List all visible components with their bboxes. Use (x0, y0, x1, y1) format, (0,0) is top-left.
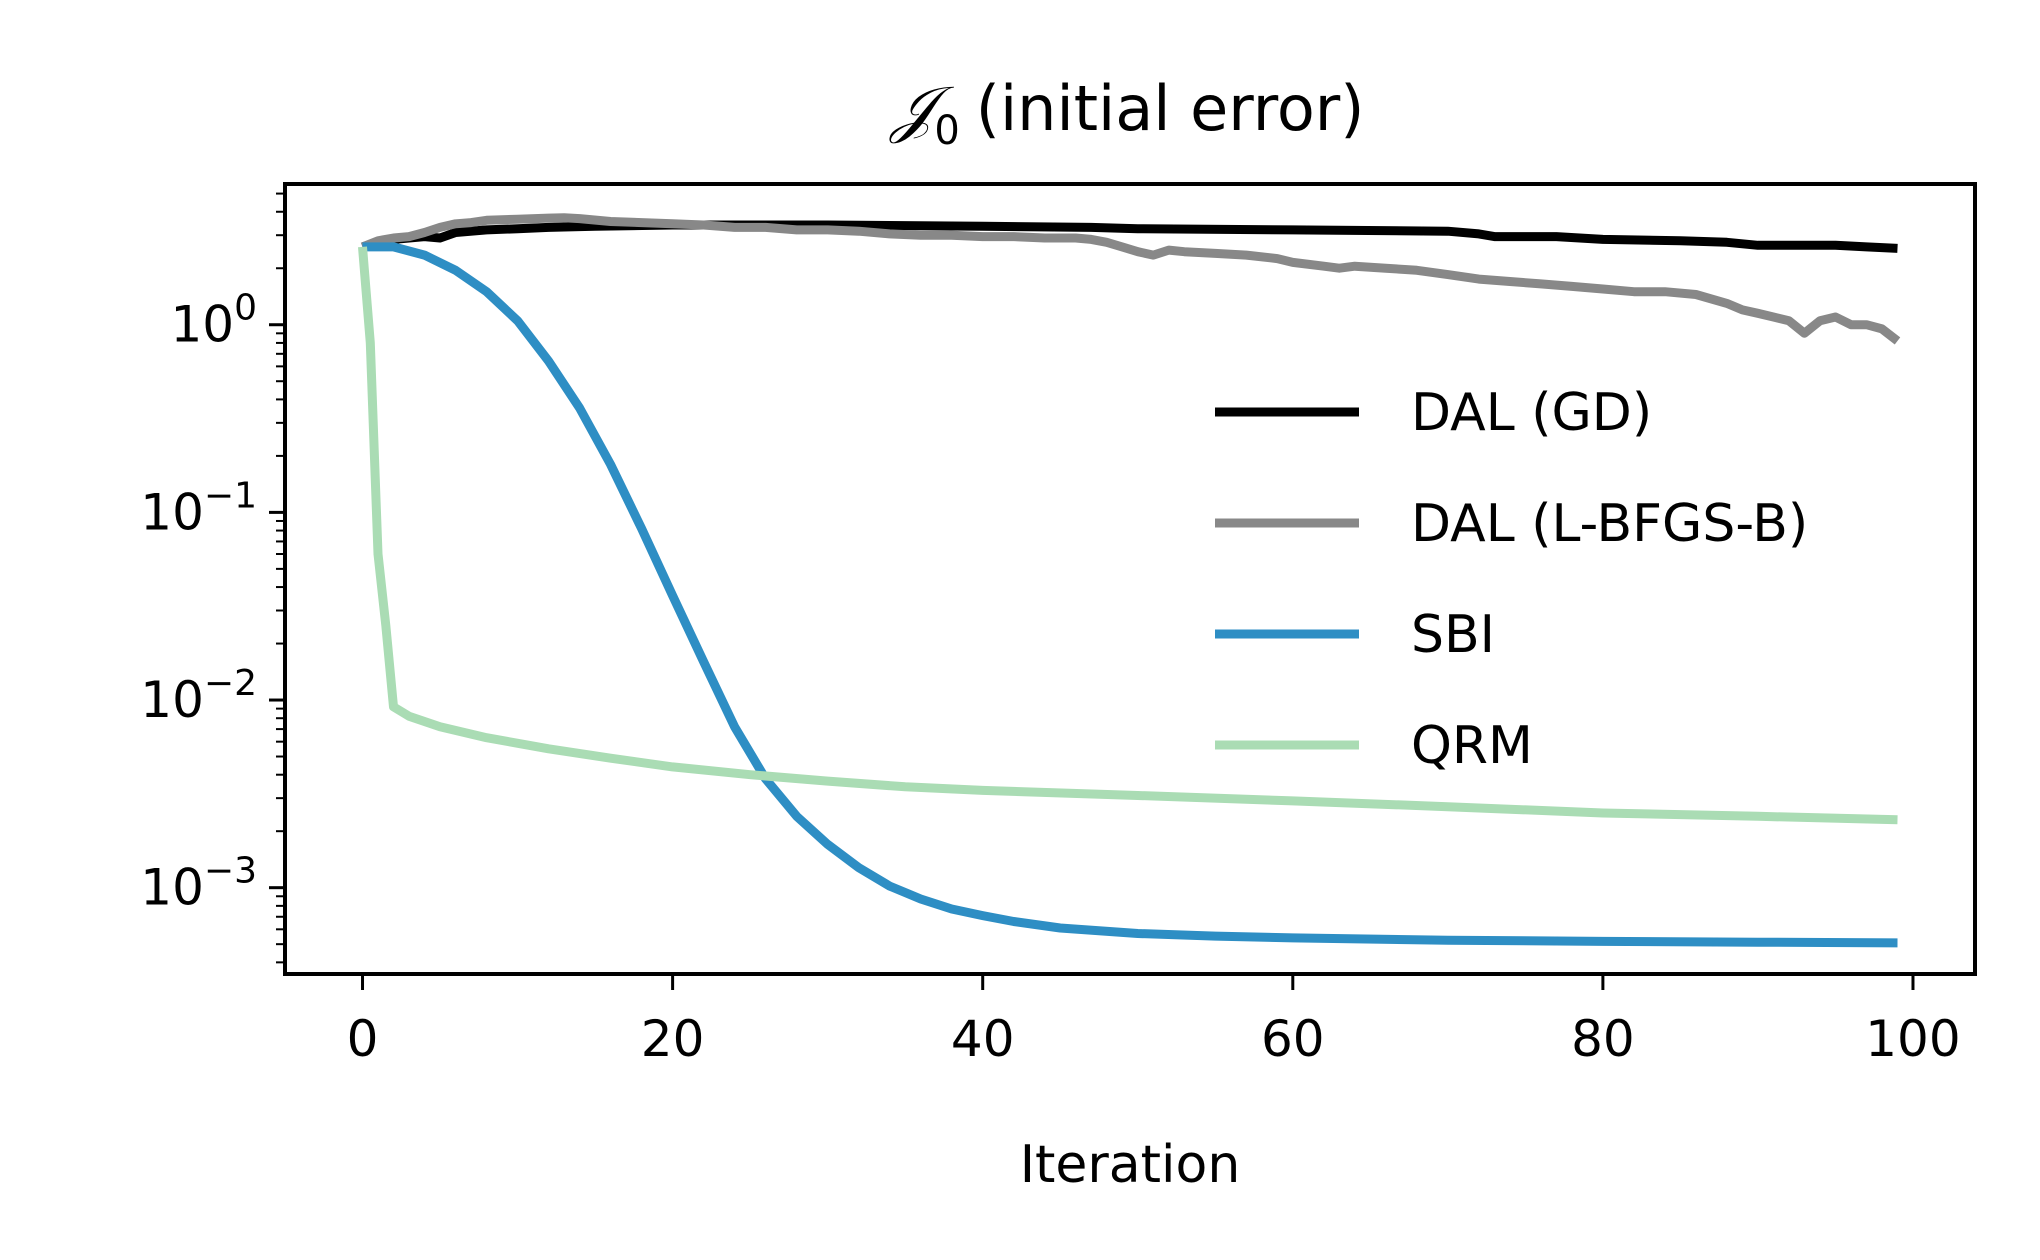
x-axis-label: Iteration (1020, 1135, 1241, 1195)
x-tick-label-1: 20 (641, 1010, 705, 1068)
series-line-3 (358, 246, 1898, 825)
y-tick-label-0: 100 (170, 288, 257, 354)
legend: DAL (GD) DAL (L-BFGS-B) SBI QRM (1215, 383, 1808, 776)
x-axis: 0 20 40 60 80 100 (347, 974, 1961, 1068)
y-tick-label-1: 10−1 (140, 475, 257, 541)
x-tick-label-3: 60 (1261, 1010, 1325, 1068)
y-tick-label-3: 10−3 (140, 851, 257, 917)
legend-label-0: DAL (GD) (1411, 383, 1652, 443)
legend-label-1: DAL (L-BFGS-B) (1411, 494, 1808, 554)
y-tick-label-2: 10−2 (140, 663, 257, 729)
chart-title-text: (initial error) (976, 72, 1365, 145)
series-line-1 (360, 213, 1901, 345)
x-tick-label-2: 40 (951, 1010, 1015, 1068)
plot-frame (283, 182, 1977, 976)
series-line-0 (361, 220, 1898, 253)
chart-title-subscript: 0 (934, 108, 959, 154)
y-axis: 100 10−1 10−2 10−3 (140, 192, 285, 964)
series-line-2 (362, 242, 1898, 948)
x-tick-label-4: 80 (1571, 1010, 1635, 1068)
x-tick-label-5: 100 (1865, 1010, 1960, 1068)
plot-series (358, 213, 1901, 948)
x-tick-label-0: 0 (347, 1010, 379, 1068)
legend-label-2: SBI (1411, 605, 1495, 665)
legend-label-3: QRM (1411, 716, 1533, 776)
